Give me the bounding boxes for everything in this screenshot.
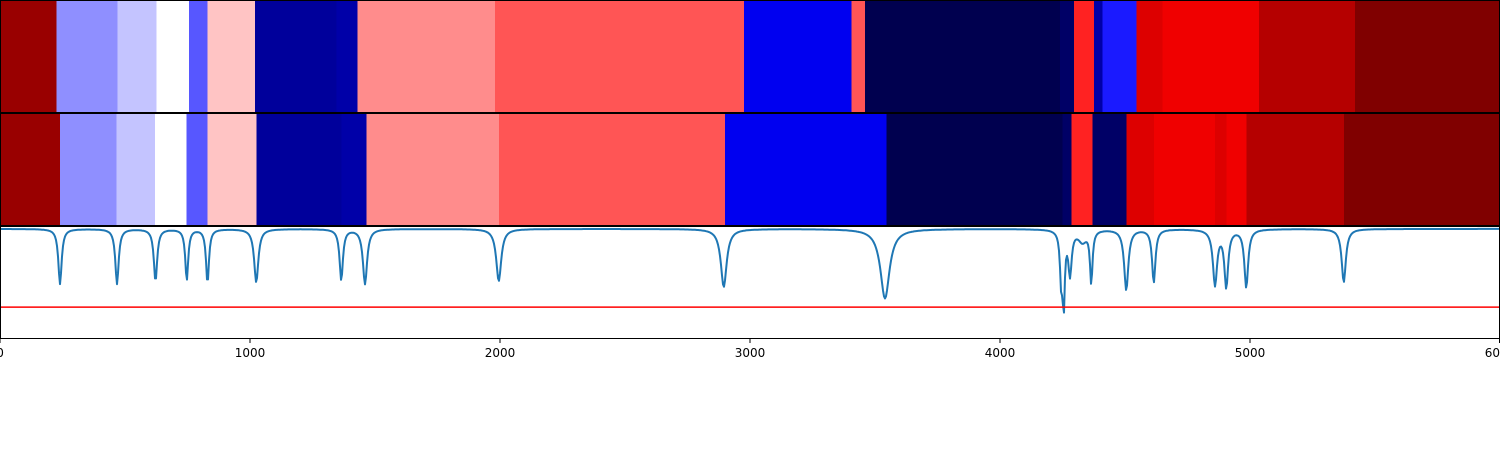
heatmap-segment-0-19 xyxy=(1258,0,1356,113)
heatmap-segment-1-8 xyxy=(366,113,500,226)
heatmap-segment-0-16 xyxy=(1102,0,1137,113)
heatmap-segment-0-6 xyxy=(255,0,337,113)
heatmap-segment-1-4 xyxy=(186,113,208,226)
heatmap-segment-0-13 xyxy=(1060,0,1075,113)
heatmap-segment-1-19 xyxy=(1246,113,1345,226)
signal-series-line xyxy=(0,227,1500,314)
heatmap-segment-0-10 xyxy=(743,0,852,113)
heatmap-segment-0-8 xyxy=(357,0,496,113)
heatmap-segment-1-17 xyxy=(1215,113,1227,226)
heatmap-segment-0-12 xyxy=(865,0,1061,113)
heatmap-segment-1-3 xyxy=(155,113,187,226)
heatmap-segment-1-11 xyxy=(886,113,1063,226)
heatmap-segment-0-20 xyxy=(1355,0,1500,113)
x-axis: 0 1000 2000 3000 4000 5000 6000 xyxy=(0,339,1500,360)
heatmap-segment-0-5 xyxy=(207,0,256,113)
heatmap-segment-1-1 xyxy=(60,113,117,226)
heatmap-segment-1-20 xyxy=(1343,113,1500,226)
x-tick-label-6000: 6000 xyxy=(1485,346,1500,360)
x-tick-label-1000: 1000 xyxy=(235,346,266,360)
heatmap-segment-1-14 xyxy=(1092,113,1127,226)
middle-heatmap-band xyxy=(0,113,1500,226)
heatmap-segment-1-9 xyxy=(498,113,726,226)
heatmap-segment-0-11 xyxy=(851,0,866,113)
bottom-line-plot xyxy=(0,227,1500,314)
top-heatmap-band xyxy=(0,0,1500,113)
x-tick-label-4000: 4000 xyxy=(985,346,1016,360)
x-tick-label-2000: 2000 xyxy=(485,346,516,360)
x-tick-label-5000: 5000 xyxy=(1235,346,1266,360)
heatmap-segment-0-7 xyxy=(336,0,358,113)
x-tick-label-0: 0 xyxy=(0,346,4,360)
heatmap-segment-0-2 xyxy=(117,0,157,113)
heatmap-segment-1-0 xyxy=(0,113,61,226)
axes-frame-2 xyxy=(0,226,1500,339)
heatmap-segment-1-6 xyxy=(256,113,342,226)
heatmap-segment-0-3 xyxy=(156,0,190,113)
heatmap-segment-0-4 xyxy=(188,0,208,113)
heatmap-segment-1-13 xyxy=(1071,113,1093,226)
heatmap-segment-0-17 xyxy=(1136,0,1163,113)
heatmap-segment-1-2 xyxy=(116,113,156,226)
heatmap-segment-1-10 xyxy=(725,113,887,226)
heatmap-segment-1-5 xyxy=(207,113,257,226)
heatmap-segment-1-12 xyxy=(1062,113,1072,226)
heatmap-segment-0-1 xyxy=(56,0,118,113)
heatmap-segment-1-7 xyxy=(341,113,367,226)
heatmap-segment-0-14 xyxy=(1073,0,1095,113)
heatmap-segment-0-18 xyxy=(1162,0,1260,113)
heatmap-segment-1-18 xyxy=(1226,113,1247,226)
heatmap-segment-1-15 xyxy=(1126,113,1155,226)
heatmap-segment-1-16 xyxy=(1153,113,1216,226)
heatmap-segment-0-15 xyxy=(1093,0,1103,113)
heatmap-segment-0-0 xyxy=(0,0,57,113)
x-tick-label-3000: 3000 xyxy=(735,346,766,360)
heatmap-segment-0-9 xyxy=(495,0,745,113)
